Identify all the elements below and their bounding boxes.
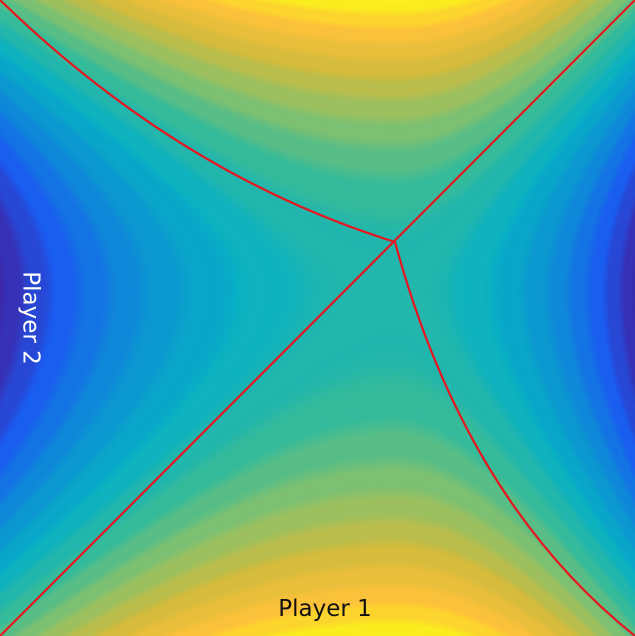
boundary-curve-lower-right bbox=[393, 241, 635, 636]
player-2-label: Player 2 bbox=[17, 271, 44, 365]
player-1-label: Player 1 bbox=[278, 596, 372, 622]
boundary-curve-upper-left bbox=[0, 0, 396, 244]
